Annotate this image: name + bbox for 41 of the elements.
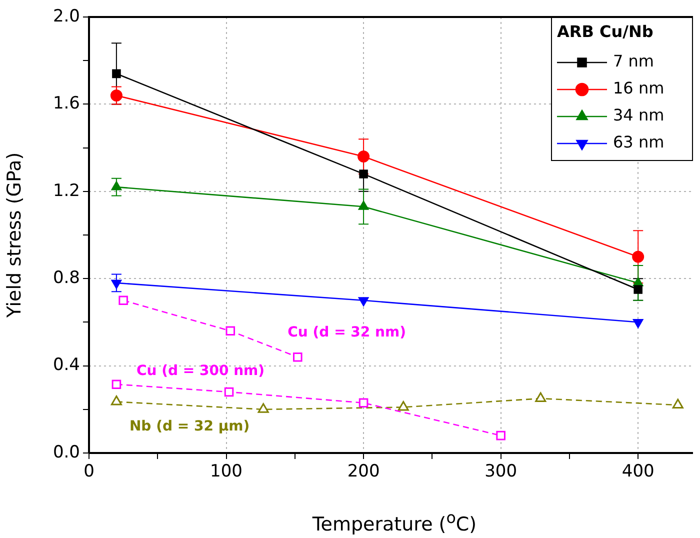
point: [535, 392, 546, 402]
series-label: Nb (d = 32 μm): [129, 418, 250, 434]
point: [358, 398, 368, 408]
point: [110, 89, 122, 102]
y-tick-label: 1.2: [52, 180, 80, 201]
y-axis-title: Yield stress (GPa): [3, 152, 26, 319]
point: [496, 430, 506, 440]
y-tick-label: 1.6: [52, 94, 80, 114]
y-tick-label: 0.0: [52, 442, 80, 462]
point: [634, 285, 642, 294]
x-axis-title: Temperature ($^{o}$C): [311, 508, 478, 536]
legend-title: ARB Cu/Nb: [557, 22, 654, 42]
point: [359, 170, 368, 178]
point: [293, 352, 302, 362]
point: [632, 250, 644, 263]
y-tick-label: 0.8: [52, 268, 80, 288]
x-tick-label: 0: [84, 462, 94, 482]
point: [112, 69, 121, 78]
legend-label: 63 nm: [613, 132, 664, 152]
x-tick-label: 300: [484, 462, 518, 482]
point: [358, 200, 369, 210]
point: [358, 150, 370, 163]
legend-label: 34 nm: [613, 106, 664, 125]
point: [258, 403, 269, 413]
point: [226, 326, 236, 336]
legend-label: 16 nm: [613, 78, 664, 98]
x-tick-label: 400: [622, 462, 654, 482]
series-label: Cu (d = 300 nm): [136, 362, 265, 379]
series-label: Cu (d = 32 nm): [288, 324, 406, 341]
x-tick-label: 200: [347, 462, 380, 482]
x-tick-label: 100: [210, 462, 242, 482]
y-tick-label: 0.4: [52, 355, 80, 376]
point: [398, 400, 409, 411]
point: [672, 398, 684, 409]
point: [110, 396, 122, 406]
point: [118, 296, 128, 306]
point: [111, 181, 122, 190]
y-tick-label: 2.0: [52, 6, 80, 26]
point: [224, 387, 234, 397]
point: [112, 380, 122, 389]
legend-label: 7 nm: [613, 52, 654, 71]
